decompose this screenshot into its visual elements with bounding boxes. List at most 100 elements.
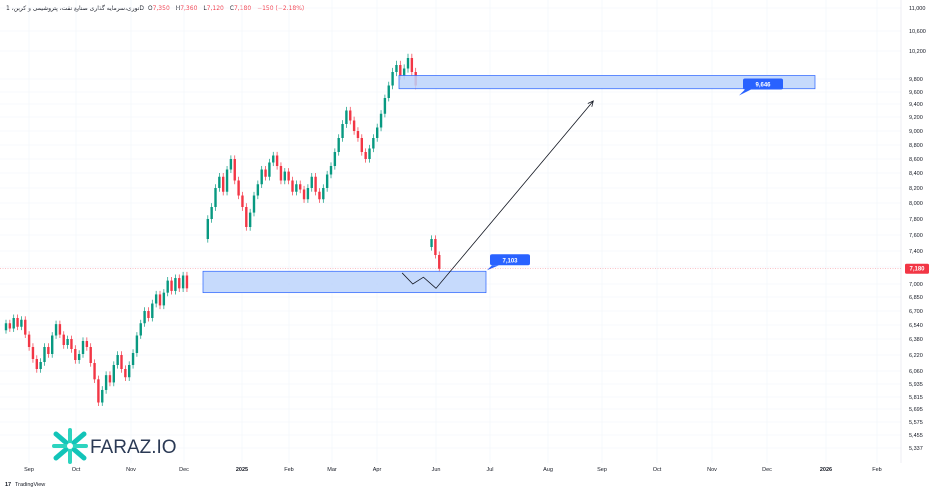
open-value: 7,350	[152, 5, 170, 12]
candle	[166, 277, 169, 297]
tradingview-label: TradingView	[15, 482, 45, 488]
close-value: 7,180	[233, 5, 252, 12]
candle	[322, 184, 325, 203]
star-logo-icon	[52, 428, 88, 464]
price-tick-label: 11,000	[909, 6, 925, 12]
candle	[214, 184, 217, 211]
candle	[387, 81, 390, 102]
price-tick-label: 6,220	[909, 353, 923, 359]
projection-line	[401, 100, 594, 289]
candle	[210, 203, 213, 223]
price-tick-label: 8,200	[909, 186, 923, 192]
time-tick-label: Feb	[284, 467, 293, 473]
price-tick-label: 7,800	[909, 217, 923, 223]
time-tick-label: Dec	[179, 467, 189, 473]
candle	[391, 67, 394, 90]
projection-arrowhead	[587, 100, 594, 107]
high-value: 7,360	[180, 5, 198, 12]
price-tick-label: 9,200	[909, 115, 923, 121]
candle	[268, 158, 271, 181]
candle	[27, 331, 31, 351]
price-tick-label: 5,455	[909, 433, 923, 439]
candle	[283, 168, 286, 185]
candle	[410, 53, 414, 77]
price-tick-label: 8,600	[909, 157, 923, 163]
candle	[20, 316, 23, 331]
last-price-label: 7,180	[909, 267, 925, 273]
price-tick-label: 9,800	[909, 77, 923, 83]
price-axis[interactable]: 11,000 10,600 10,200 9,800 9,600 9,400 9,200 9,…	[905, 6, 929, 452]
candle	[302, 185, 306, 203]
candle	[287, 168, 290, 185]
time-axis[interactable]: Sep Oct Nov Dec 2025 Feb Mar Apr Jun Jul Aug Sep Oct…	[24, 467, 882, 473]
time-tick-label: Jul	[486, 467, 493, 473]
candle	[349, 106, 352, 125]
time-tick-label: Sep	[597, 467, 607, 473]
candle	[74, 345, 77, 364]
time-tick-label: Mar	[327, 467, 337, 473]
candle	[131, 349, 135, 369]
candle	[341, 120, 344, 142]
candle	[181, 271, 185, 292]
candle	[120, 351, 123, 373]
price-tick-label: 8,800	[909, 143, 923, 149]
candle	[39, 358, 42, 373]
resistance-zone[interactable]	[398, 75, 816, 90]
candle	[372, 134, 375, 153]
candle	[325, 170, 329, 192]
candle	[260, 165, 263, 188]
zones: 9,646 7,103	[202, 75, 816, 294]
candle	[77, 350, 81, 364]
candle	[272, 151, 275, 167]
candle	[66, 335, 69, 349]
candle	[31, 343, 35, 363]
price-tick-label: 5,575	[909, 420, 923, 426]
price-tick-label: 6,540	[909, 323, 923, 329]
time-tick-label: Apr	[373, 467, 382, 473]
zone-price-label: 7,103	[502, 258, 518, 264]
time-tick-label: Oct	[653, 467, 662, 473]
price-tick-label: 10,600	[909, 29, 926, 35]
price-tick-label: 5,337	[909, 446, 923, 452]
candle	[241, 191, 244, 211]
price-tick-label: 5,815	[909, 395, 923, 401]
candle	[318, 188, 321, 203]
last-price-tag: 7,180	[905, 263, 929, 274]
candle	[128, 361, 131, 381]
candle	[135, 332, 139, 357]
candle	[275, 151, 279, 170]
symbol-name[interactable]: نوری،سرمایه گذاری صنایع نفت، پتروشیمی و …	[6, 5, 145, 12]
price-tick-label: 7,400	[909, 249, 923, 255]
candle	[112, 361, 115, 387]
candle	[229, 155, 233, 174]
candle	[218, 172, 221, 192]
candle	[154, 290, 158, 308]
candle	[364, 148, 367, 163]
candle	[310, 172, 313, 192]
candle	[206, 215, 209, 243]
support-zone[interactable]	[202, 270, 487, 294]
candle	[237, 176, 240, 200]
candle	[395, 60, 398, 77]
candle	[24, 316, 27, 339]
price-tick-label: 6,700	[909, 309, 923, 315]
price-tick-label: 9,400	[909, 102, 923, 108]
price-tick-label: 6,060	[909, 369, 923, 375]
tradingview-footer[interactable]: 17 TradingView	[5, 482, 45, 488]
candle	[185, 271, 189, 292]
candle	[248, 208, 252, 231]
candle	[245, 203, 248, 231]
zone-price-tag: 9,646	[739, 78, 783, 96]
time-tick-label: 2025	[236, 467, 248, 473]
candle	[329, 162, 333, 179]
candle	[356, 127, 360, 142]
time-tick-label: Nov	[126, 467, 136, 473]
price-tick-label: 9,000	[909, 129, 923, 135]
candle	[97, 375, 100, 406]
close-label: C	[229, 5, 234, 12]
candle	[62, 331, 65, 349]
time-tick-label: Oct	[72, 467, 81, 473]
candle	[12, 314, 15, 332]
candle	[379, 110, 383, 132]
